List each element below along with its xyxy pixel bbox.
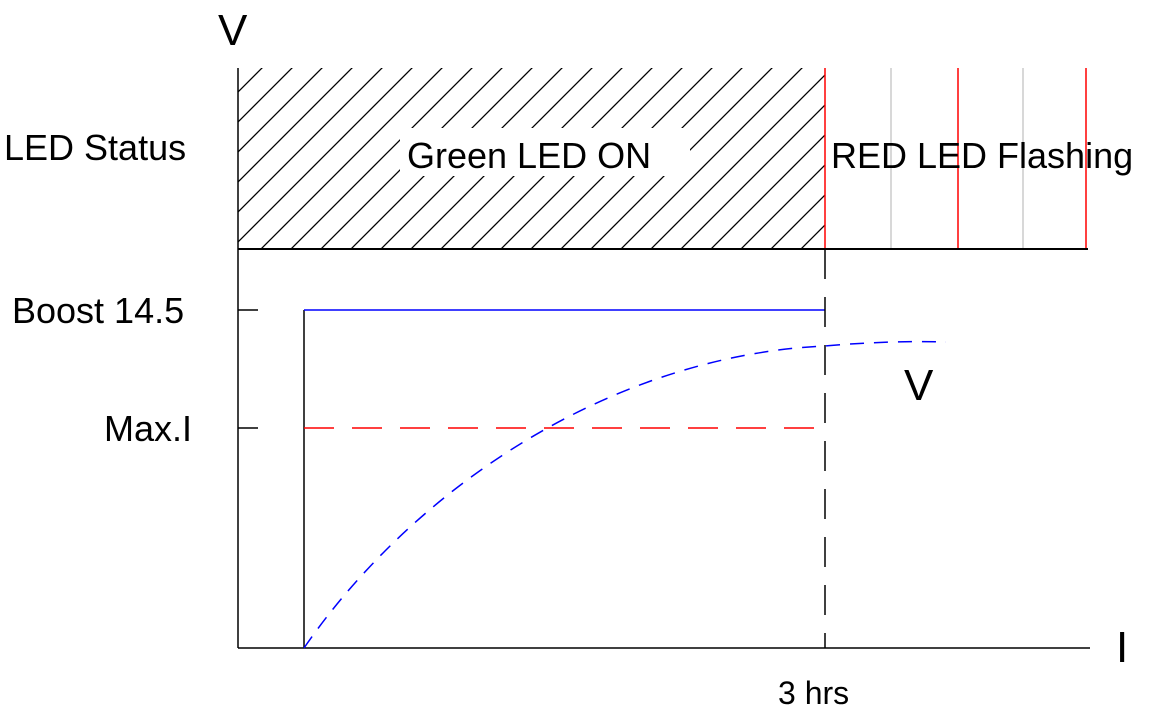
y-axis-label: V (218, 6, 248, 55)
red-led-flash-lines (824, 68, 1087, 249)
voltage-curve (303, 340, 947, 649)
max-current-label: Max.I (104, 408, 192, 449)
boost-label: Boost 14.5 (12, 290, 184, 331)
led-status-label: LED Status (4, 127, 186, 168)
red-led-text: RED LED Flashing (831, 135, 1133, 176)
time-marker-label: 3 hrs (778, 675, 849, 711)
x-axis-label: I (1116, 623, 1128, 672)
green-led-text-backing (400, 128, 690, 176)
green-led-text: Green LED ON (407, 135, 651, 176)
voltage-curve-label: V (904, 361, 934, 410)
